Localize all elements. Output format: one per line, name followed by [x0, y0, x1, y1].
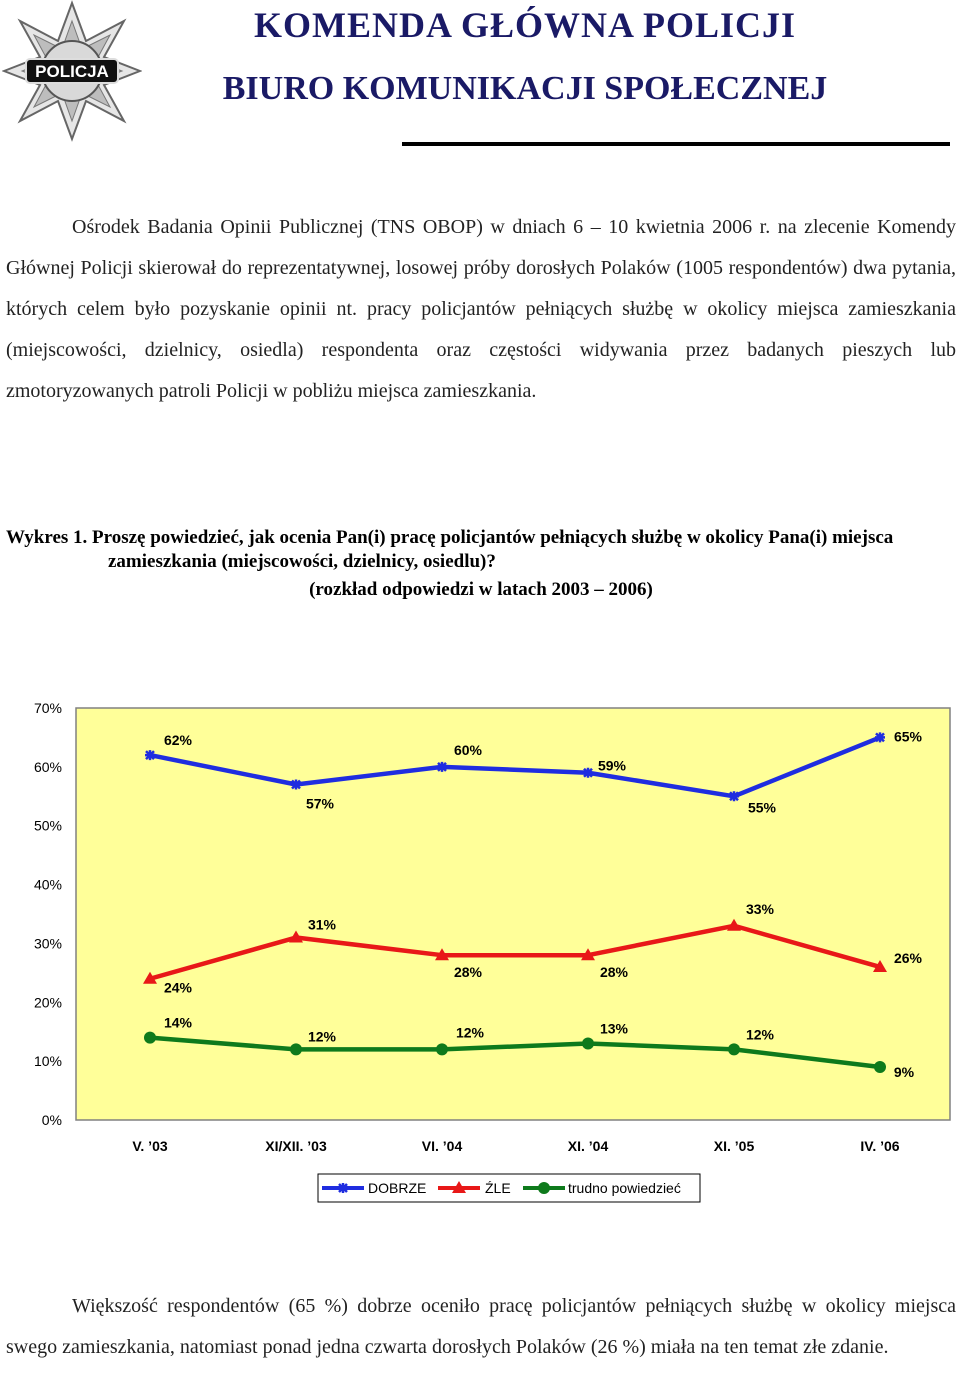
- data-label: 14%: [164, 1015, 193, 1031]
- data-label: 9%: [894, 1064, 915, 1080]
- series-point-marker: [581, 948, 595, 961]
- series-point-marker: [145, 750, 155, 761]
- logo-text: POLICJA: [35, 62, 109, 81]
- data-label: 33%: [746, 901, 775, 917]
- data-label: 65%: [894, 728, 923, 744]
- series-point-marker: [874, 1061, 886, 1074]
- series-point-marker: [452, 1181, 466, 1193]
- data-label: 60%: [454, 742, 483, 758]
- series-point-marker: [144, 1031, 156, 1044]
- line-chart: 0% 10% 20% 30% 40% 50% 60% 70% V. ’03 XI/XII. ’0…: [34, 700, 951, 1203]
- x-tick-label: V. ’03: [132, 1138, 168, 1154]
- data-label: 57%: [306, 796, 335, 812]
- y-tick-label: 50%: [34, 818, 62, 834]
- data-label: 26%: [894, 950, 923, 966]
- data-label: 12%: [308, 1028, 337, 1044]
- data-label: 59%: [598, 758, 627, 774]
- header-title-line2: BIURO KOMUNIKACJI SPOŁECZNEJ: [222, 70, 828, 107]
- series-point-marker: [437, 761, 447, 772]
- series-line: [149, 735, 881, 799]
- chart-question: Wykres 1. Proszę powiedzieć, jak ocenia …: [6, 527, 894, 572]
- data-label: 62%: [164, 732, 193, 748]
- series-point-marker: [728, 1043, 740, 1056]
- header-title-line1: KOMENDA GŁÓWNA POLICJI: [253, 5, 797, 45]
- x-tick-label: IV. ’06: [860, 1138, 899, 1154]
- legend-label: trudno powiedzieć: [568, 1180, 681, 1196]
- closing-paragraph: Większość respondentów (65 %) dobrze oce…: [6, 1295, 956, 1358]
- legend-label: ŹLE: [485, 1180, 511, 1196]
- police-star-logo: POLICJA: [2, 0, 142, 142]
- series-point-marker: [729, 791, 739, 802]
- data-label: 31%: [308, 917, 337, 933]
- series-line: [149, 1035, 881, 1070]
- x-tick-label: XI. ’04: [568, 1138, 609, 1154]
- series-point-marker: [582, 1037, 594, 1050]
- data-label: 12%: [746, 1026, 775, 1042]
- series-point-marker: [291, 779, 301, 790]
- legend-label: DOBRZE: [368, 1180, 426, 1196]
- intro-paragraph: Ośrodek Badania Opinii Publicznej (TNS O…: [6, 216, 956, 402]
- x-tick-label: VI. ’04: [422, 1138, 463, 1154]
- data-label: 55%: [748, 799, 777, 815]
- data-label: 28%: [454, 964, 483, 980]
- y-tick-label: 70%: [34, 700, 62, 716]
- series-point-marker: [338, 1183, 348, 1193]
- x-tick-label: XI. ’05: [714, 1138, 755, 1154]
- series-point-marker: [873, 959, 887, 972]
- series-point-marker: [290, 1043, 302, 1056]
- data-label: 12%: [456, 1024, 485, 1040]
- plot-area: [75, 707, 951, 1121]
- data-label: 13%: [600, 1020, 629, 1036]
- series-point-marker: [583, 767, 593, 778]
- y-tick-label: 20%: [34, 994, 62, 1010]
- y-tick-label: 0%: [42, 1112, 62, 1128]
- series-point-marker: [727, 918, 741, 931]
- series-point-marker: [875, 732, 885, 743]
- series-line: [149, 923, 881, 981]
- series-point-marker: [538, 1182, 550, 1194]
- y-tick-label: 40%: [34, 877, 62, 893]
- legend-box: [317, 1173, 701, 1203]
- data-label: 24%: [164, 980, 193, 996]
- series-point-marker: [435, 948, 449, 961]
- series-point-marker: [289, 930, 303, 943]
- y-tick-label: 30%: [34, 935, 62, 951]
- header-divider: [402, 142, 950, 146]
- series-point-marker: [143, 971, 157, 984]
- chart-heading: Wykres 1. Proszę powiedzieć, jak ocenia …: [6, 526, 956, 602]
- y-tick-label: 10%: [34, 1053, 62, 1069]
- series-point-marker: [436, 1043, 448, 1056]
- chart-subtitle: (rozkład odpowiedzi w latach 2003 – 2006…: [309, 579, 653, 600]
- x-tick-label: XI/XII. ’03: [265, 1138, 327, 1154]
- data-label: 28%: [600, 964, 629, 980]
- y-tick-label: 60%: [34, 759, 62, 775]
